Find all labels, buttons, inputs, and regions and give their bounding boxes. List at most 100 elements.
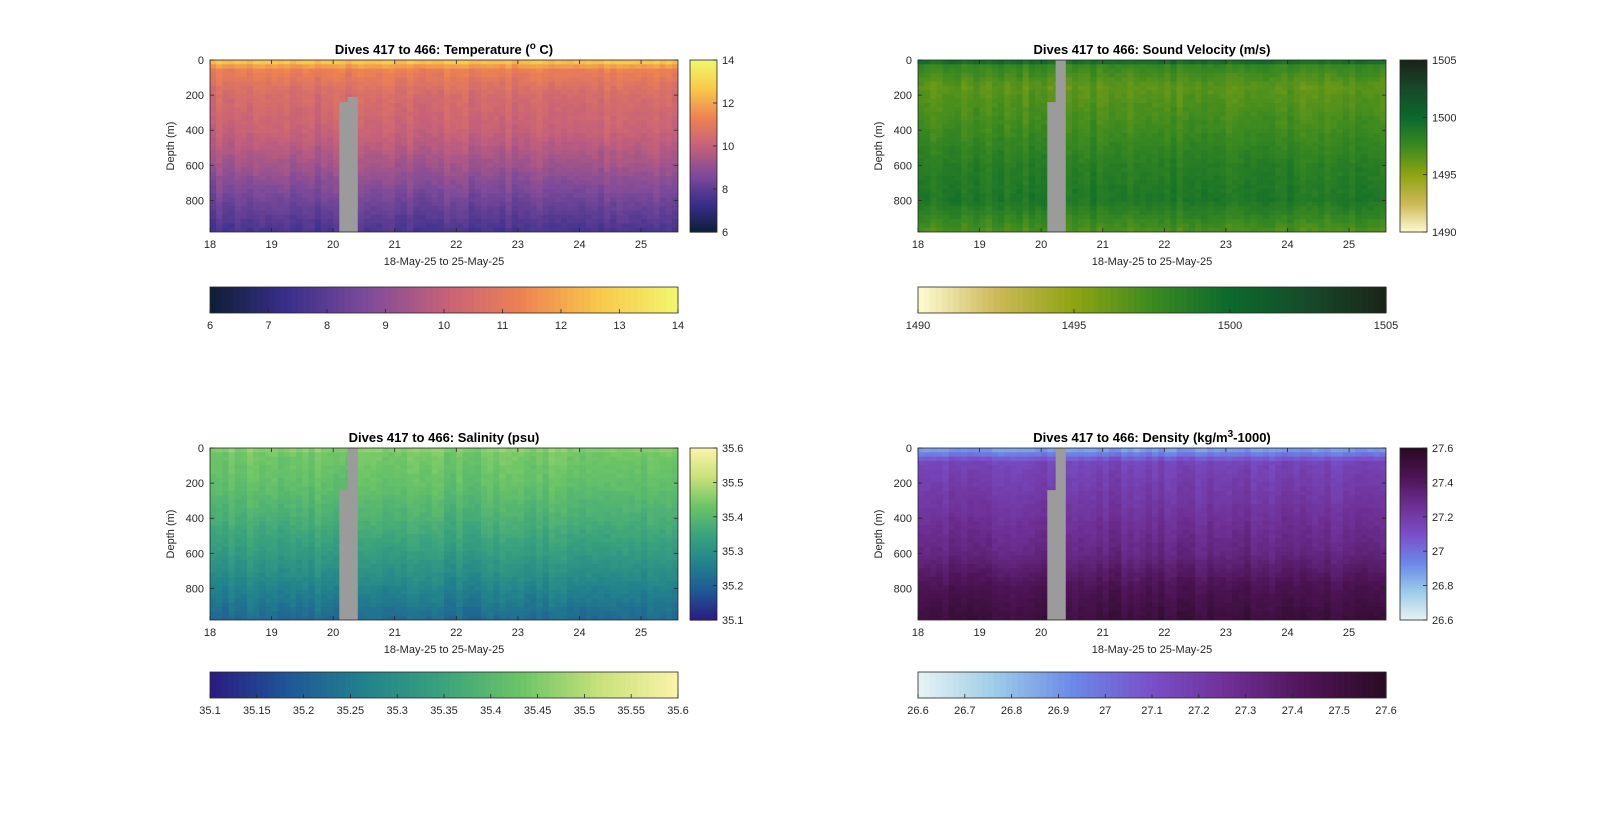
heatmap-cell	[1096, 98, 1104, 104]
heatmap-cell	[542, 90, 550, 95]
heatmap-cell	[222, 94, 230, 100]
heatmap-cell	[1170, 68, 1178, 74]
heatmap-cell	[961, 77, 968, 83]
heatmap-cell	[924, 120, 931, 126]
heatmap-cell	[1071, 180, 1079, 186]
heatmap-cell	[210, 223, 217, 229]
heatmap-cell	[628, 214, 636, 220]
colorbar-swatch	[356, 287, 363, 313]
heatmap-cell	[320, 85, 328, 91]
heatmap-cell	[948, 98, 956, 104]
heatmap-cell	[517, 64, 525, 70]
colorbar-swatch	[690, 107, 717, 111]
heatmap-cell	[259, 94, 267, 100]
heatmap-cell	[1145, 111, 1153, 117]
heatmap-cell	[967, 223, 975, 229]
heatmap-cell	[487, 171, 494, 177]
heatmap-cell	[302, 206, 310, 212]
heatmap-cell	[474, 90, 482, 95]
heatmap-cell	[1010, 227, 1018, 232]
heatmap-cell	[487, 60, 494, 65]
heatmap-cell	[1078, 85, 1085, 91]
heatmap-cell	[647, 223, 654, 229]
heatmap-cell	[1016, 176, 1024, 181]
heatmap-cell	[948, 120, 956, 126]
heatmap-cell	[487, 180, 494, 186]
heatmap-cell	[1090, 107, 1098, 113]
heatmap-cell	[1164, 193, 1172, 199]
heatmap-cell	[240, 85, 248, 91]
heatmap-cell	[400, 81, 408, 87]
heatmap-cell	[930, 107, 938, 113]
colorbar-swatch	[690, 163, 717, 166]
heatmap-cell	[979, 219, 987, 224]
heatmap-cell	[290, 124, 297, 130]
heatmap-cell	[591, 68, 599, 74]
heatmap-cell	[480, 189, 488, 194]
heatmap-cell	[413, 158, 420, 164]
heatmap-cell	[437, 201, 445, 207]
heatmap-cell	[370, 210, 377, 216]
heatmap-cell	[936, 163, 944, 169]
colorbar-swatch	[690, 204, 717, 207]
colorbar-swatch	[291, 287, 299, 313]
heatmap-cell	[253, 60, 260, 65]
heatmap-cell	[363, 85, 371, 91]
heatmap-cell	[1158, 137, 1165, 143]
heatmap-cell	[561, 81, 568, 87]
heatmap-cell	[610, 115, 618, 121]
heatmap-cell	[302, 180, 310, 186]
heatmap-cell	[462, 176, 470, 181]
heatmap-cell	[333, 158, 340, 164]
colorbar-swatch	[496, 287, 504, 313]
heatmap-cell	[505, 206, 513, 212]
heatmap-cell	[979, 180, 987, 186]
heatmap-cell	[283, 103, 291, 108]
heatmap-cell	[437, 193, 445, 199]
heatmap-cell	[1139, 158, 1147, 164]
heatmap-cell	[948, 150, 956, 156]
heatmap-cell	[616, 98, 624, 104]
heatmap-cell	[967, 150, 975, 156]
heatmap-cell	[1065, 94, 1073, 100]
heatmap-cell	[1084, 193, 1092, 199]
heatmap-cell	[388, 163, 396, 169]
heatmap-cell	[265, 68, 273, 74]
heatmap-cell	[998, 133, 1005, 138]
heatmap-cell	[505, 154, 513, 160]
heatmap-cell	[610, 167, 618, 173]
heatmap-cell	[296, 85, 303, 91]
heatmap-cell	[499, 206, 507, 212]
heatmap-cell	[265, 77, 273, 83]
heatmap-cell	[641, 189, 648, 194]
heatmap-cell	[530, 64, 537, 70]
heatmap-cell	[1176, 72, 1184, 78]
heatmap-cell	[1152, 133, 1159, 138]
heatmap-cell	[1010, 77, 1018, 83]
heatmap-cell	[505, 163, 513, 169]
heatmap-cell	[973, 77, 981, 83]
heatmap-cell	[425, 141, 433, 147]
horizontal-colorbar: 6 7 8 9 10 11 12 13 14	[207, 286, 684, 332]
heatmap-cell	[425, 171, 433, 177]
heatmap-cell	[530, 107, 537, 113]
heatmap-cell	[1115, 141, 1122, 147]
heatmap-cell	[616, 150, 624, 156]
heatmap-cell	[1065, 115, 1073, 121]
heatmap-cell	[954, 227, 962, 232]
heatmap-cell	[314, 158, 322, 164]
heatmap-cell	[419, 146, 427, 151]
colorbar-swatch	[654, 287, 662, 313]
heatmap-cell	[536, 193, 544, 199]
heatmap-cell	[942, 77, 950, 83]
heatmap-cell	[930, 146, 938, 151]
heatmap-cell	[1108, 64, 1116, 70]
heatmap-cell	[437, 72, 445, 78]
heatmap-cell	[936, 128, 944, 134]
heatmap-cell	[327, 163, 334, 169]
heatmap-cell	[499, 103, 507, 108]
heatmap-cell	[363, 103, 371, 108]
heatmap-cell	[622, 219, 630, 224]
heatmap-cell	[671, 141, 678, 147]
heatmap-cell	[1152, 163, 1159, 169]
